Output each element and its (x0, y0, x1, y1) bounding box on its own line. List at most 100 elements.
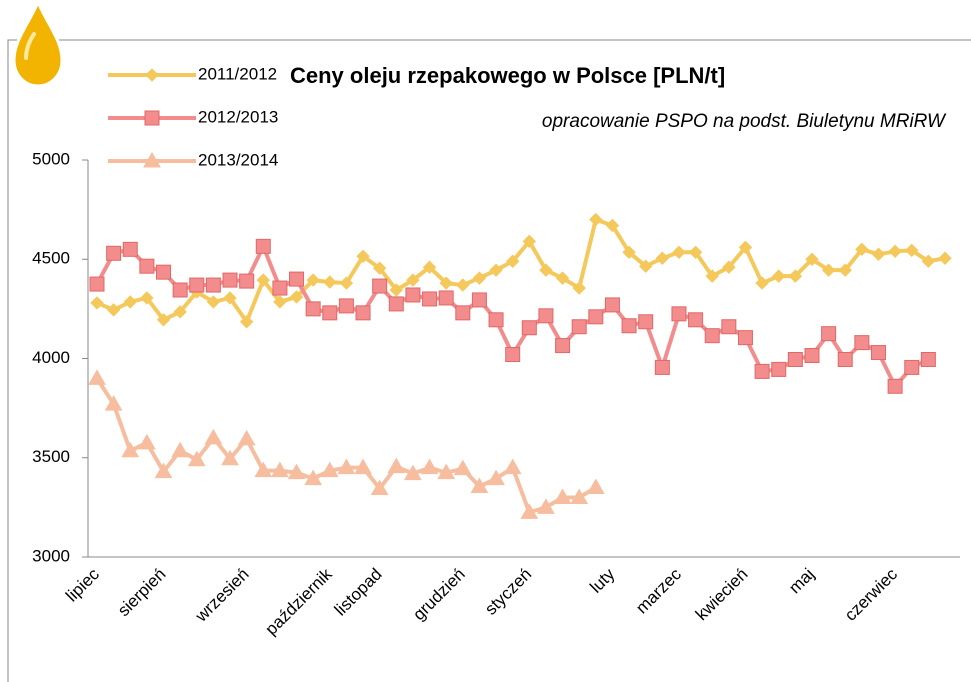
data-point (837, 351, 853, 367)
data-point (256, 273, 270, 287)
x-tick-label: czerwiec (841, 564, 902, 625)
data-point (370, 479, 389, 496)
data-point (905, 243, 919, 258)
data-point (306, 273, 320, 287)
data-point (622, 245, 636, 260)
data-point (104, 395, 123, 411)
data-point (453, 459, 472, 476)
data-point (106, 245, 122, 261)
legend-marker (145, 68, 159, 82)
data-point (621, 318, 637, 334)
data-point (88, 369, 106, 385)
data-point (655, 251, 670, 265)
data-point (572, 281, 586, 295)
y-tick-label: 3000 (32, 546, 70, 565)
data-point (738, 240, 753, 255)
data-point (722, 260, 736, 274)
data-point (589, 212, 603, 227)
data-point (855, 242, 869, 257)
x-tick-label: wrzesień (191, 565, 253, 627)
x-tick-label: kwiecień (692, 565, 752, 625)
data-point (156, 313, 171, 327)
data-point (372, 261, 387, 275)
data-point (289, 271, 305, 287)
data-point (389, 283, 404, 297)
data-point (704, 328, 720, 344)
y-tick-label: 4000 (32, 348, 70, 367)
data-point (356, 249, 370, 263)
data-point (538, 308, 554, 324)
data-point (221, 449, 239, 466)
data-point (272, 280, 288, 296)
data-point (870, 345, 886, 361)
x-tick-label: marzec (632, 564, 685, 617)
data-point (871, 247, 886, 261)
data-point (539, 263, 553, 277)
frame (7, 39, 971, 682)
data-point (273, 295, 287, 309)
data-point (338, 298, 354, 314)
data-point (305, 301, 321, 317)
x-tick-label: maj (785, 565, 818, 598)
legend-label: 2011/2012 (198, 64, 277, 83)
data-point (422, 260, 437, 274)
data-point (737, 330, 753, 346)
data-point (456, 278, 470, 292)
data-point (821, 263, 836, 277)
data-point (439, 276, 453, 290)
data-point (505, 347, 521, 363)
data-point (838, 263, 852, 277)
data-point (771, 361, 787, 377)
legend-marker (144, 110, 160, 126)
data-point (537, 498, 555, 514)
data-point (204, 428, 223, 445)
data-point (405, 287, 421, 303)
x-tick-label: luty (586, 564, 618, 596)
data-point (322, 305, 338, 321)
data-point (571, 319, 587, 335)
data-point (854, 335, 870, 351)
data-point (470, 477, 489, 494)
data-point (254, 461, 273, 478)
data-point (472, 271, 487, 285)
legend-marker (143, 151, 161, 168)
data-point (455, 305, 471, 321)
data-point (140, 291, 154, 305)
data-point (289, 290, 304, 304)
data-point (239, 315, 254, 329)
data-point (206, 295, 221, 309)
data-point (387, 457, 406, 474)
data-point (638, 259, 653, 273)
data-point (638, 314, 654, 330)
data-point (505, 254, 520, 268)
data-point (688, 312, 704, 328)
data-point (123, 295, 137, 309)
data-point (139, 258, 155, 274)
data-point (487, 469, 505, 486)
data-point (438, 290, 454, 306)
data-point (106, 303, 121, 317)
data-point (89, 276, 105, 292)
data-point (237, 429, 256, 446)
data-point (437, 463, 456, 480)
x-tick-label: lipiec (62, 564, 103, 605)
data-point (320, 461, 339, 478)
data-point (489, 263, 503, 277)
data-point (938, 251, 952, 265)
data-point (187, 450, 206, 467)
data-point (189, 277, 205, 293)
data-point (205, 277, 221, 293)
data-point (520, 503, 539, 519)
data-point (422, 291, 438, 307)
data-point (787, 351, 803, 367)
data-point (605, 218, 620, 233)
data-point (920, 351, 936, 367)
data-point (173, 305, 187, 319)
data-point (887, 378, 903, 394)
data-point (804, 348, 820, 364)
data-point (553, 488, 572, 504)
x-tick-label: sierpień (114, 565, 170, 621)
y-tick-label: 4500 (32, 249, 70, 268)
y-tick-label: 5000 (32, 149, 70, 168)
data-point (521, 320, 537, 336)
